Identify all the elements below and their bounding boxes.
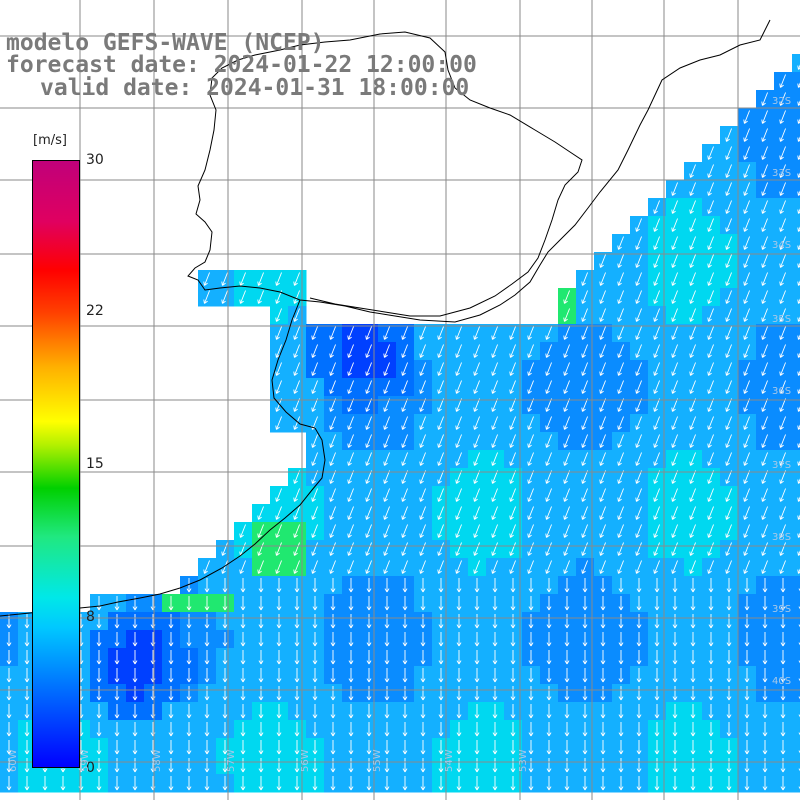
lat-label-36s: 36S xyxy=(772,386,792,397)
coastline xyxy=(0,19,771,617)
colorbar-tick-15: 15 xyxy=(86,456,104,472)
wind-direction-arrows xyxy=(6,64,800,791)
colorbar xyxy=(32,160,80,768)
colorbar-tick-0: 0 xyxy=(86,760,95,776)
lat-label-33s: 33S xyxy=(772,168,792,179)
lat-label-32s: 32S xyxy=(772,96,792,107)
lon-label-59w: 59W xyxy=(80,749,91,772)
colorbar-tick-30: 30 xyxy=(86,152,104,168)
lat-label-34s: 34S xyxy=(772,240,792,251)
lat-label-37s: 37S xyxy=(772,460,792,471)
lat-label-38s: 38S xyxy=(772,532,792,543)
lon-label-57w: 57W xyxy=(226,749,237,772)
lon-label-56w: 56W xyxy=(300,749,311,772)
valid-date-label: valid date: 2024-01-31 18:00:00 xyxy=(40,75,470,101)
colorbar-tick-22: 22 xyxy=(86,303,104,319)
colorbar-tick-8: 8 xyxy=(86,609,95,625)
colorbar-unit-label: [m/s] xyxy=(33,133,67,148)
lon-label-55w: 55W xyxy=(372,749,383,772)
model-title: modelo GEFS-WAVE (NCEP) xyxy=(6,30,325,56)
lon-label-58w: 58W xyxy=(152,749,163,772)
lon-label-53w: 53W xyxy=(518,749,529,772)
lon-label-54w: 54W xyxy=(444,749,455,772)
lat-label-35s: 35S xyxy=(772,314,792,325)
lat-label-39s: 39S xyxy=(772,604,792,615)
forecast-date-label: forecast date: 2024-01-22 12:00:00 xyxy=(6,52,477,78)
lat-label-40s: 40S xyxy=(772,676,792,687)
lon-label-60w: 60W xyxy=(8,749,19,772)
